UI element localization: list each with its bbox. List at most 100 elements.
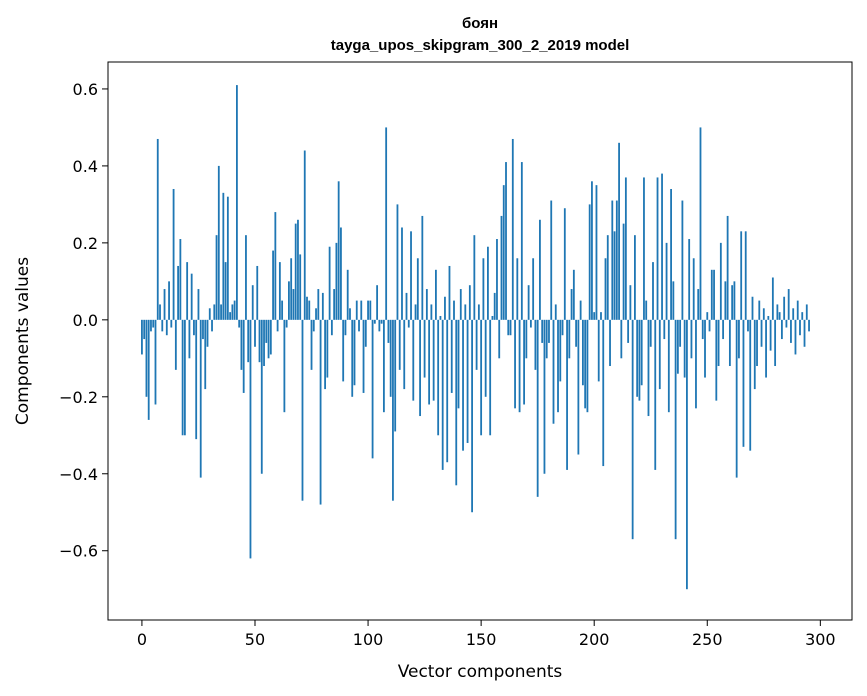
bar — [251, 285, 254, 320]
bar — [236, 85, 238, 320]
bar — [272, 250, 274, 320]
bar — [575, 319, 578, 347]
bar — [536, 319, 539, 497]
bar — [197, 289, 200, 320]
x-axis-ticks: 0 50 100 150 200 250 300 — [137, 620, 836, 649]
bar — [312, 319, 315, 332]
bar — [330, 319, 333, 336]
bar — [245, 235, 247, 320]
bar — [771, 277, 774, 320]
bar — [679, 319, 682, 347]
bar — [274, 212, 277, 320]
bar — [421, 215, 424, 320]
bar — [229, 312, 232, 320]
bar — [559, 319, 562, 382]
bar — [394, 319, 397, 432]
bar — [514, 319, 516, 409]
bar — [597, 319, 600, 382]
bar — [670, 188, 672, 320]
bar — [457, 319, 460, 409]
bar — [224, 262, 227, 320]
bar — [435, 269, 437, 320]
bar — [437, 319, 440, 436]
bar — [627, 319, 630, 343]
bar — [344, 319, 347, 336]
bar — [337, 181, 340, 320]
bar — [208, 308, 211, 320]
bar — [604, 258, 607, 320]
bar — [168, 281, 170, 320]
bar — [177, 265, 180, 320]
bar — [686, 319, 688, 590]
bar — [310, 319, 313, 370]
bar — [706, 312, 709, 320]
bar — [319, 319, 322, 505]
bar — [412, 319, 415, 401]
bar — [414, 304, 417, 320]
bar — [226, 196, 229, 320]
bar — [240, 319, 243, 370]
chart-title: боян — [462, 15, 498, 32]
bar — [410, 231, 412, 320]
bar — [695, 319, 697, 409]
bar — [256, 265, 259, 320]
bar — [378, 319, 381, 332]
bar — [333, 289, 336, 320]
bar — [726, 215, 729, 320]
bar — [371, 319, 374, 459]
bar — [407, 319, 410, 328]
bar — [190, 273, 193, 320]
bar — [163, 289, 166, 320]
bar — [638, 319, 641, 401]
bar — [629, 285, 632, 320]
bar — [672, 281, 675, 320]
bar — [507, 319, 510, 336]
bar — [529, 319, 532, 328]
bar — [586, 319, 589, 413]
bar — [389, 319, 392, 397]
chart-subtitle: tayga_upos_skipgram_300_2_2019 model — [331, 37, 630, 54]
bar — [719, 242, 722, 320]
y-tick-label: −0.2 — [59, 388, 98, 407]
bar — [654, 319, 657, 470]
bar — [299, 254, 302, 320]
y-tick-label: 0.6 — [73, 80, 98, 99]
bar — [568, 319, 571, 359]
bar — [649, 319, 652, 347]
bar — [769, 319, 772, 351]
bar — [699, 127, 702, 320]
bar — [364, 319, 367, 347]
y-tick-label: −0.4 — [59, 465, 98, 484]
bar — [473, 235, 476, 320]
bar — [631, 319, 634, 540]
bar — [285, 319, 288, 328]
bar — [265, 319, 268, 343]
bar — [278, 262, 281, 320]
bar — [369, 300, 372, 320]
bar — [367, 300, 369, 320]
bar — [231, 304, 234, 320]
bar — [615, 200, 618, 320]
bar — [360, 300, 363, 320]
bar — [801, 312, 804, 320]
bar — [346, 269, 349, 320]
bar — [566, 319, 568, 470]
bar — [489, 319, 492, 436]
bar — [477, 304, 480, 320]
bar — [765, 319, 767, 378]
bar — [392, 319, 394, 501]
bar — [301, 319, 304, 501]
x-axis-label: Vector components — [398, 662, 563, 682]
bar — [665, 242, 668, 320]
bar — [188, 319, 191, 359]
bar — [690, 319, 693, 359]
bar — [468, 285, 471, 320]
bar — [500, 215, 503, 320]
x-tick-label: 300 — [805, 630, 836, 649]
bar — [288, 281, 290, 320]
bar — [448, 265, 451, 320]
bar — [290, 258, 293, 320]
bar — [776, 304, 779, 320]
bar — [159, 304, 161, 320]
bar — [491, 315, 494, 320]
